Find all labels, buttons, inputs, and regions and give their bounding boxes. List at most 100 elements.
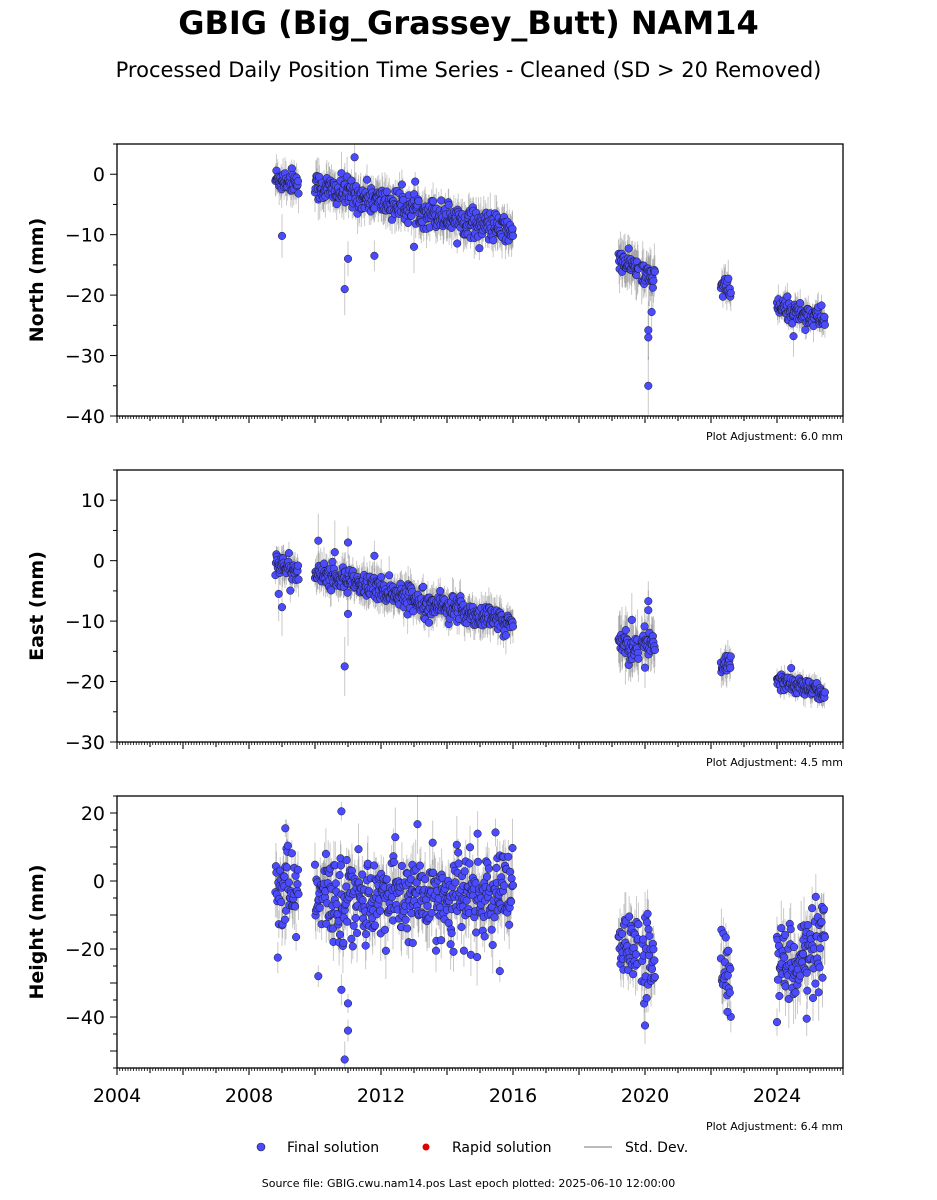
data-point bbox=[343, 917, 352, 926]
data-point bbox=[382, 187, 391, 196]
data-point bbox=[642, 994, 651, 1003]
data-point bbox=[780, 953, 789, 962]
data-point bbox=[819, 904, 828, 914]
data-point bbox=[505, 920, 514, 929]
data-point bbox=[437, 936, 446, 945]
data-point bbox=[419, 582, 428, 591]
data-point bbox=[508, 622, 518, 631]
data-point bbox=[315, 903, 324, 912]
data-point bbox=[475, 244, 484, 253]
data-point bbox=[639, 935, 648, 944]
data-point bbox=[631, 950, 641, 959]
data-point bbox=[348, 942, 357, 951]
data-point bbox=[436, 586, 445, 596]
east-y-ticks: 10 0 −10 −20 −30 bbox=[65, 469, 117, 754]
x-tick-label: 2004 bbox=[93, 1085, 141, 1107]
data-point bbox=[649, 276, 658, 285]
data-point bbox=[781, 982, 790, 991]
data-point bbox=[724, 274, 733, 283]
data-point bbox=[495, 967, 504, 976]
data-point bbox=[428, 838, 437, 847]
data-point bbox=[721, 933, 730, 942]
data-point bbox=[408, 938, 417, 948]
data-point bbox=[350, 153, 359, 162]
legend-final-label: Final solution bbox=[287, 1140, 379, 1156]
y-tick-label: −20 bbox=[65, 672, 105, 694]
data-point bbox=[783, 292, 792, 301]
data-point bbox=[816, 944, 825, 953]
data-point bbox=[725, 988, 734, 997]
height-plot-area bbox=[271, 796, 829, 1068]
data-point bbox=[453, 239, 462, 248]
data-point bbox=[629, 970, 638, 979]
y-tick-label: 10 bbox=[81, 490, 105, 512]
data-point bbox=[361, 930, 371, 939]
data-point bbox=[414, 197, 423, 206]
data-point bbox=[294, 189, 303, 198]
data-point bbox=[726, 663, 735, 672]
data-point bbox=[370, 551, 379, 560]
north-y-axis-label: North (mm) bbox=[26, 218, 48, 343]
y-tick-label: −10 bbox=[65, 225, 105, 247]
data-point bbox=[454, 848, 463, 857]
data-point bbox=[490, 913, 499, 922]
data-point bbox=[337, 985, 346, 994]
height-y-ticks: 20 0 −20 −40 bbox=[65, 795, 117, 1069]
north-axes-frame bbox=[116, 143, 844, 417]
data-point bbox=[381, 946, 390, 955]
data-point bbox=[397, 180, 406, 189]
data-point bbox=[282, 863, 292, 872]
data-point bbox=[499, 881, 509, 890]
data-point bbox=[287, 849, 296, 858]
data-point bbox=[380, 925, 389, 934]
data-point bbox=[473, 953, 482, 962]
data-point bbox=[347, 934, 356, 943]
data-point bbox=[286, 586, 295, 595]
data-point bbox=[507, 874, 516, 883]
data-point bbox=[650, 267, 659, 276]
data-point bbox=[332, 900, 341, 909]
north-plot-adjustment: Plot Adjustment: 6.0 mm bbox=[706, 430, 843, 443]
data-point bbox=[342, 882, 351, 891]
data-point bbox=[473, 857, 483, 866]
x-tick-label: 2020 bbox=[621, 1085, 669, 1107]
data-point bbox=[354, 845, 363, 854]
data-point bbox=[449, 947, 458, 956]
data-point bbox=[340, 285, 349, 294]
data-point bbox=[411, 177, 420, 186]
data-point bbox=[280, 872, 289, 881]
x-tick-label: 2008 bbox=[225, 1085, 273, 1107]
data-point bbox=[293, 865, 303, 874]
data-point bbox=[424, 618, 433, 627]
data-point bbox=[293, 561, 303, 570]
legend-rapid-label: Rapid solution bbox=[452, 1140, 552, 1156]
data-point bbox=[454, 859, 463, 868]
chart-title: GBIG (Big_Grassey_Butt) NAM14 bbox=[178, 4, 759, 42]
y-tick-label: −30 bbox=[65, 732, 105, 754]
data-point bbox=[460, 867, 469, 876]
data-point bbox=[802, 968, 811, 977]
data-point bbox=[370, 921, 380, 930]
data-point bbox=[820, 320, 829, 329]
data-point bbox=[724, 946, 733, 955]
chart-subtitle: Processed Daily Position Time Series - C… bbox=[115, 58, 822, 82]
data-point bbox=[644, 597, 653, 606]
source-footer: Source file: GBIG.cwu.nam14.pos Last epo… bbox=[261, 1177, 676, 1190]
data-point bbox=[820, 933, 829, 942]
data-point bbox=[808, 904, 817, 913]
data-point bbox=[314, 536, 323, 545]
data-point bbox=[331, 879, 340, 888]
data-point bbox=[772, 1018, 782, 1027]
data-point bbox=[404, 218, 413, 227]
y-tick-label: 0 bbox=[93, 551, 105, 573]
data-point bbox=[501, 631, 510, 640]
data-point bbox=[327, 586, 336, 595]
data-point bbox=[382, 875, 391, 884]
legend-std-label: Std. Dev. bbox=[625, 1140, 688, 1156]
data-point bbox=[726, 652, 735, 661]
data-point bbox=[643, 909, 652, 918]
data-point bbox=[625, 912, 634, 921]
legend-final-marker bbox=[256, 1142, 266, 1152]
data-point bbox=[358, 896, 367, 905]
data-point bbox=[817, 917, 826, 927]
